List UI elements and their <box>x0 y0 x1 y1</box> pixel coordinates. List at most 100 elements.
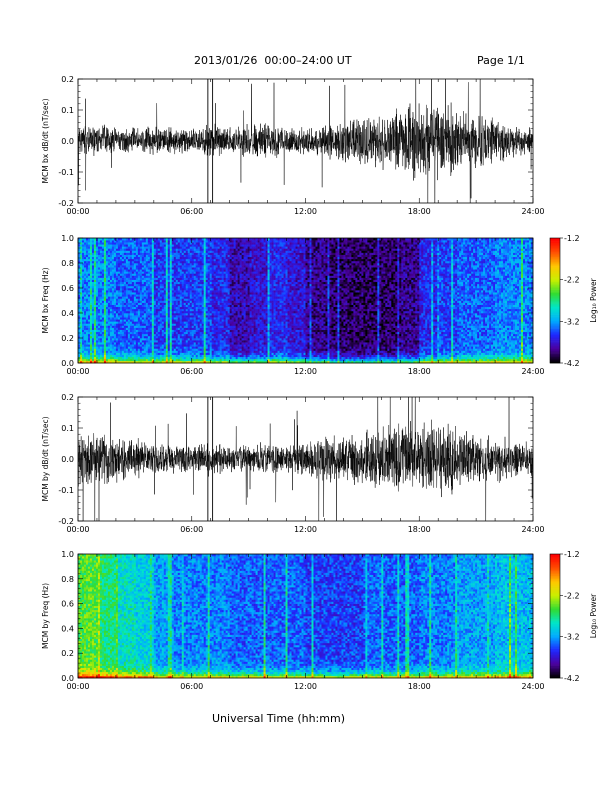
spectrogram-cell <box>238 244 240 246</box>
spectrogram-cell <box>154 326 156 328</box>
spectrogram-cell <box>234 259 236 261</box>
spectrogram-cell <box>224 342 226 344</box>
spectrogram-cell <box>234 326 236 328</box>
spectrogram-cell <box>150 346 152 348</box>
spectrogram-cell <box>170 267 172 269</box>
spectrogram-cell <box>100 305 102 307</box>
spectrogram-cell <box>206 288 208 290</box>
spectrogram-cell <box>88 313 90 315</box>
spectrogram-cell <box>102 336 104 338</box>
spectrogram-cell <box>200 271 202 273</box>
spectrogram-cell <box>122 246 124 248</box>
spectrogram-cell <box>208 246 210 248</box>
spectrogram-cell <box>102 261 104 263</box>
spectrogram-cell <box>186 330 188 332</box>
spectrogram-cell <box>226 267 228 269</box>
spectrogram-cell <box>214 278 216 280</box>
spectrogram-cell <box>138 348 140 350</box>
spectrogram-cell <box>134 290 136 292</box>
spectrogram-cell <box>142 353 144 355</box>
spectrogram-cell <box>98 273 100 275</box>
spectrogram-cell <box>114 357 116 359</box>
spectrogram-cell <box>108 315 110 317</box>
spectrogram-cell <box>234 296 236 298</box>
spectrogram-cell <box>226 323 228 325</box>
spectrogram-cell <box>234 359 236 361</box>
spectrogram-cell <box>238 255 240 257</box>
spectrogram-cell <box>104 307 106 309</box>
spectrogram-cell <box>168 311 170 313</box>
spectrogram-cell <box>218 248 220 250</box>
spectrogram-cell <box>112 330 114 332</box>
spectrogram-cell <box>194 344 196 346</box>
spectrogram-cell <box>160 251 162 253</box>
spectrogram-cell <box>196 273 198 275</box>
spectrogram-cell <box>164 259 166 261</box>
spectrogram-cell <box>220 311 222 313</box>
spectrogram-cell <box>128 290 130 292</box>
spectrogram-cell <box>214 288 216 290</box>
spectrogram-cell <box>228 307 230 309</box>
spectrogram-cell <box>124 340 126 342</box>
spectrogram-cell <box>118 284 120 286</box>
spectrogram-cell <box>218 351 220 353</box>
spectrogram-cell <box>184 344 186 346</box>
spectrogram-cell <box>216 280 218 282</box>
spectrogram-cell <box>108 319 110 321</box>
spectrogram-cell <box>164 282 166 284</box>
spectrogram-cell <box>174 319 176 321</box>
spectrogram-cell <box>188 263 190 265</box>
spectrogram-cell <box>80 323 82 325</box>
spectrogram-cell <box>106 286 108 288</box>
spectrogram-cell <box>96 259 98 261</box>
spectrogram-cell <box>202 323 204 325</box>
spectrogram-cell <box>234 357 236 359</box>
spectrogram-cell <box>238 259 240 261</box>
spectrogram-cell <box>174 296 176 298</box>
spectrogram-cell <box>156 303 158 305</box>
spectrogram-cell <box>182 359 184 361</box>
spectrogram-cell <box>116 353 118 355</box>
spectrogram-cell <box>142 280 144 282</box>
spectrogram-cell <box>150 240 152 242</box>
spectrogram-cell <box>80 284 82 286</box>
spectrogram-cell <box>200 276 202 278</box>
spectrogram-cell <box>220 284 222 286</box>
spectrogram-cell <box>168 278 170 280</box>
spectrogram-cell <box>222 344 224 346</box>
spectrogram-cell <box>196 276 198 278</box>
spectrogram-cell <box>108 359 110 361</box>
spectrogram-cell <box>152 294 154 296</box>
spectrogram-cell <box>134 307 136 309</box>
spectrogram-cell <box>134 348 136 350</box>
spectrogram-cell <box>104 259 106 261</box>
spectrogram-cell <box>178 265 180 267</box>
spectrogram-cell <box>130 255 132 257</box>
spectrogram-cell <box>150 255 152 257</box>
spectrogram-cell <box>146 265 148 267</box>
spectrogram-cell <box>116 257 118 259</box>
spectrogram-cell <box>166 253 168 255</box>
spectrogram-cell <box>90 307 92 309</box>
spectrogram-cell <box>112 242 114 244</box>
spectrogram-cell <box>122 273 124 275</box>
spectrogram-cell <box>158 278 160 280</box>
spectrogram-cell <box>120 353 122 355</box>
spectrogram-cell <box>110 359 112 361</box>
spectrogram-cell <box>100 303 102 305</box>
spectrogram-cell <box>160 278 162 280</box>
spectrogram-cell <box>114 334 116 336</box>
spectrogram-cell <box>144 303 146 305</box>
spectrogram-cell <box>80 330 82 332</box>
spectrogram-cell <box>190 315 192 317</box>
spectrogram-cell <box>190 330 192 332</box>
spectrogram-cell <box>196 351 198 353</box>
spectrogram-cell <box>216 313 218 315</box>
spectrogram-cell <box>194 332 196 334</box>
spectrogram-cell <box>228 323 230 325</box>
spectrogram-cell <box>162 303 164 305</box>
spectrogram-cell <box>198 315 200 317</box>
spectrogram-cell <box>230 353 232 355</box>
spectrogram-cell <box>158 242 160 244</box>
spectrogram-cell <box>216 276 218 278</box>
